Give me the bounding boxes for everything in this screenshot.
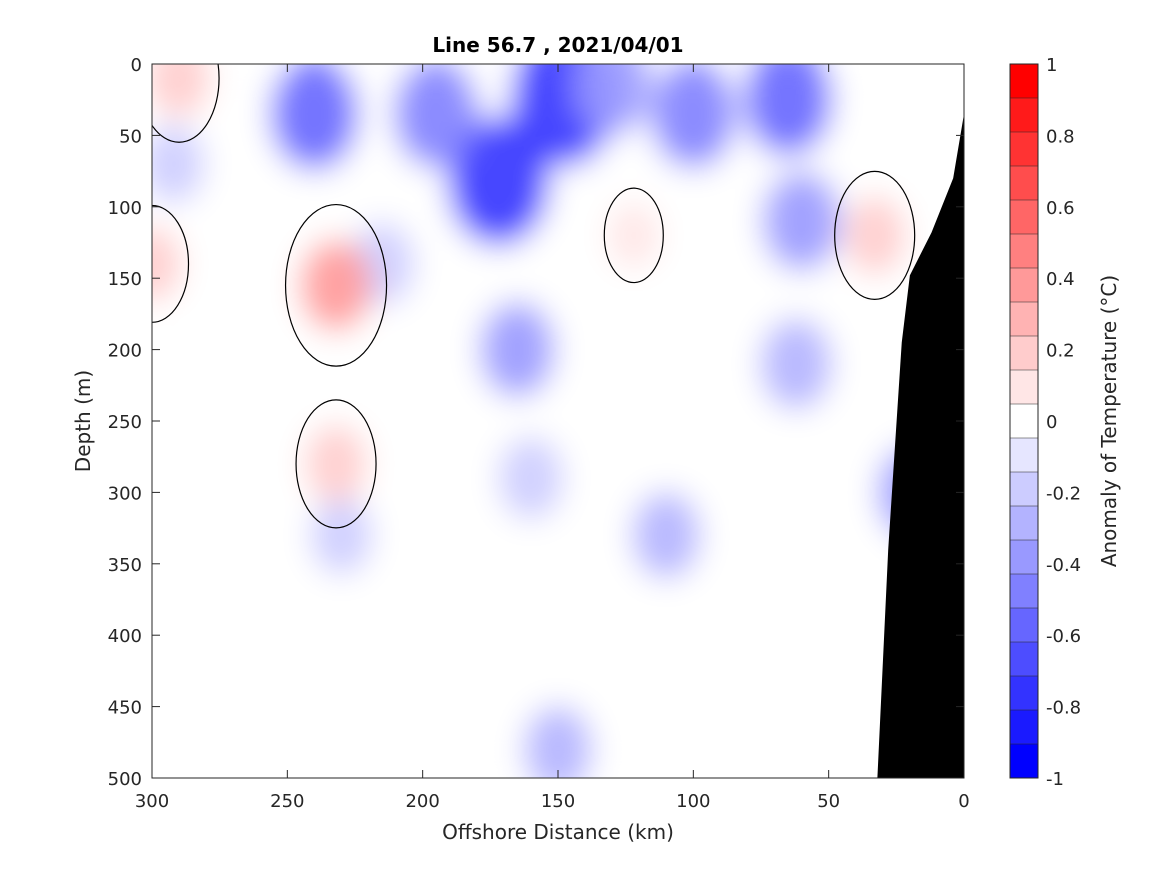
- anomaly-blob-18: [305, 424, 367, 504]
- bathymetry-mask: [877, 113, 964, 778]
- colorbar-swatch-4: [1010, 200, 1038, 235]
- colorbar-swatch-2: [1010, 132, 1038, 167]
- colorbar-swatch-16: [1010, 608, 1038, 643]
- colorbar-tick-label-0: 1: [1046, 55, 1057, 76]
- y-tick-label-7: 350: [108, 555, 142, 576]
- colorbar-tick-label-2: 0.6: [1046, 198, 1075, 219]
- y-tick-label-9: 450: [108, 698, 142, 719]
- anomaly-blob-15: [310, 496, 373, 575]
- colorbar-swatch-12: [1010, 472, 1038, 507]
- plot-area: [152, 64, 964, 778]
- colorbar-tick-label-6: -0.2: [1046, 483, 1081, 504]
- zero-contour-lines: [152, 64, 916, 529]
- colorbar-swatch-9: [1010, 370, 1038, 405]
- colorbar-swatch-5: [1010, 234, 1038, 269]
- x-tick-label-4: 100: [676, 791, 710, 812]
- y-tick-label-2: 100: [108, 198, 142, 219]
- colorbar-swatch-10: [1010, 404, 1038, 439]
- x-tick-label-0: 300: [135, 791, 169, 812]
- anomaly-field: [152, 64, 964, 778]
- colorbar-swatch-8: [1010, 336, 1038, 371]
- zero-contour-4: [603, 187, 664, 284]
- colorbar-swatch-15: [1010, 574, 1038, 609]
- colorbar-tick-label-7: -0.4: [1046, 555, 1081, 576]
- colorbar-swatch-19: [1010, 710, 1038, 745]
- colorbar-swatch-17: [1010, 642, 1038, 677]
- colorbar-swatch-0: [1010, 64, 1038, 99]
- anomaly-blob-20: [152, 64, 210, 118]
- colorbar-tick-label-5: 0: [1046, 412, 1057, 433]
- anomaly-blob-22: [152, 226, 182, 302]
- colorbar-tick-label-3: 0.4: [1046, 269, 1075, 290]
- x-tick-label-6: 0: [958, 791, 969, 812]
- zero-contour-1: [295, 399, 377, 529]
- chart-title: Line 56.7 , 2021/04/01: [432, 33, 683, 57]
- anomaly-blob-6: [573, 64, 652, 136]
- colorbar-tick-label-1: 0.8: [1046, 126, 1075, 147]
- colorbar-label: Anomaly of Temperature (°C): [1097, 275, 1121, 567]
- anomaly-blob-1: [447, 116, 550, 246]
- colorbar-tick-label-8: -0.6: [1046, 626, 1081, 647]
- anomaly-blob-2: [270, 64, 359, 170]
- colorbar-tick-label-4: 0.2: [1046, 341, 1075, 362]
- anomaly-blob-21: [607, 202, 660, 269]
- x-tick-label-3: 150: [541, 791, 575, 812]
- x-tick-label-2: 200: [405, 791, 439, 812]
- x-axis: 300 250 200 150 100 50 0: [135, 64, 970, 812]
- y-tick-label-3: 150: [108, 269, 142, 290]
- y-tick-label-1: 50: [119, 126, 142, 147]
- x-tick-label-1: 250: [270, 791, 304, 812]
- anomaly-blob-7: [480, 302, 555, 398]
- colorbar-swatch-6: [1010, 268, 1038, 303]
- colorbar-tick-label-10: -1: [1046, 769, 1064, 790]
- colorbar-tick-label-9: -0.8: [1046, 698, 1081, 719]
- zero-contour-5: [152, 204, 190, 323]
- anomaly-blob-3: [393, 64, 479, 168]
- anomaly-blob-10: [762, 171, 841, 271]
- anomaly-blob-19: [843, 196, 906, 275]
- y-tick-label-10: 500: [108, 769, 142, 790]
- colorbar-swatch-7: [1010, 302, 1038, 337]
- colorbar-swatch-14: [1010, 540, 1038, 575]
- anomaly-blob-14: [523, 706, 593, 778]
- anomaly-blob-8: [498, 436, 564, 520]
- colorbar-swatch-13: [1010, 506, 1038, 541]
- zero-contour-3: [152, 64, 220, 143]
- anomaly-blob-17: [300, 239, 372, 331]
- zero-contour-2: [834, 170, 916, 300]
- anomaly-blob-16: [152, 124, 205, 204]
- y-tick-label-8: 400: [108, 626, 142, 647]
- anomaly-blob-9: [760, 318, 832, 410]
- colorbar: 1 0.8 0.6 0.4 0.2 0 -0.2 -0.4 -0.6 -0.8 -1: [1009, 55, 1081, 790]
- y-axis: 0 50 100 150 200 250 300 350 400 450 500: [108, 55, 964, 790]
- x-tick-label-5: 50: [817, 791, 840, 812]
- anomaly-blob-4: [650, 64, 736, 168]
- colorbar-swatch-3: [1010, 166, 1038, 201]
- y-tick-label-6: 300: [108, 483, 142, 504]
- colorbar-swatch-11: [1010, 438, 1038, 473]
- y-tick-label-0: 0: [131, 55, 142, 76]
- colorbar-swatch-18: [1010, 676, 1038, 711]
- colorbar-frame: [1009, 63, 1039, 779]
- y-tick-label-5: 250: [108, 412, 142, 433]
- colorbar-swatch-1: [1010, 98, 1038, 133]
- x-axis-label: Offshore Distance (km): [442, 820, 674, 844]
- zero-contour-0: [284, 203, 388, 367]
- anomaly-blob-5: [744, 64, 833, 156]
- colorbar-swatch-20: [1010, 744, 1038, 779]
- y-axis-label: Depth (m): [71, 370, 95, 472]
- anomaly-blob-12: [632, 491, 701, 579]
- y-tick-label-4: 200: [108, 341, 142, 362]
